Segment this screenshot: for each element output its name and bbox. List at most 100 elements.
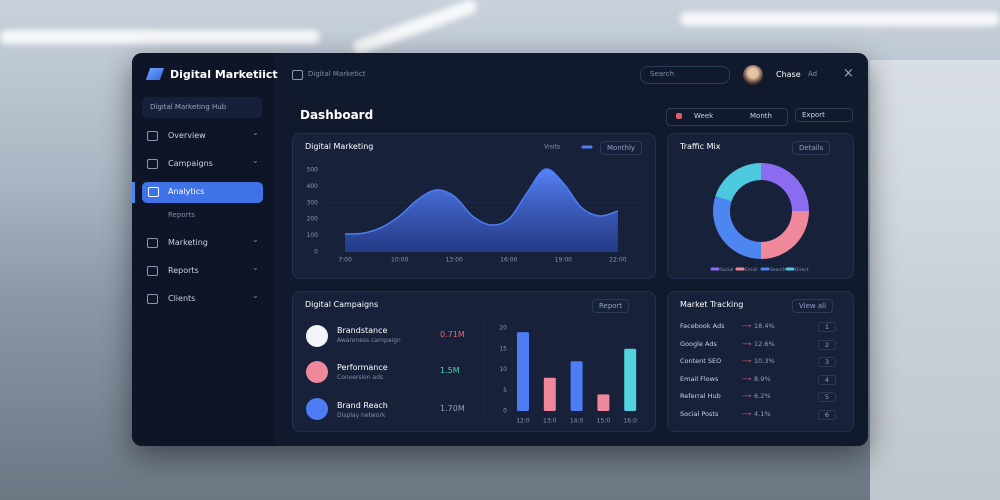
- market-rank[interactable]: 2: [818, 339, 836, 350]
- ceiling-light: [680, 12, 1000, 26]
- close-button[interactable]: ×: [843, 66, 854, 81]
- app-name: Digital Marketiict: [170, 68, 278, 81]
- campaign-detail: Display network: [337, 412, 386, 419]
- card-title: Digital Campaigns: [305, 300, 379, 309]
- x-tick-label: 16:0: [623, 418, 637, 425]
- page-title: Dashboard: [300, 108, 374, 122]
- view-all-chip[interactable]: View all: [792, 299, 834, 313]
- market-label: Content SEO: [680, 357, 722, 365]
- y-tick-label: 100: [307, 232, 319, 239]
- y-tick-label: 500: [307, 167, 319, 174]
- market-value: 6.2%: [754, 392, 771, 400]
- chevron: ⌄: [252, 128, 259, 137]
- window: [870, 60, 1000, 500]
- y-tick-label: 200: [307, 216, 319, 223]
- donut-segment: [761, 211, 809, 259]
- card: [292, 291, 656, 432]
- x-tick-label: 12:0: [516, 418, 530, 425]
- card-title: Traffic Mix: [680, 142, 721, 151]
- market-arrow: ⟶: [742, 357, 752, 365]
- campaign-value: 0.71M: [440, 330, 465, 339]
- market-label: Email Flows: [680, 374, 719, 383]
- donut-segment: [715, 163, 761, 202]
- export-button[interactable]: Export: [795, 108, 853, 122]
- x-tick-label: 15:0: [597, 418, 611, 425]
- x-tick-label: 22:00: [609, 257, 626, 264]
- nav-item[interactable]: Overview: [168, 131, 206, 140]
- nav-subitem[interactable]: Reports: [168, 211, 195, 219]
- folder-icon: [292, 70, 303, 80]
- market-rank[interactable]: 1: [818, 322, 836, 332]
- ceiling-light: [0, 30, 320, 44]
- donut-segment: [713, 196, 761, 259]
- search-placeholder: Search: [650, 70, 675, 78]
- market-rank[interactable]: 6: [818, 409, 836, 420]
- chevron: ⌄: [252, 291, 259, 300]
- bar: [624, 348, 637, 411]
- details-chip[interactable]: Details: [792, 141, 831, 155]
- period-chip[interactable]: Monthly: [600, 141, 643, 155]
- period-filter[interactable]: Month: [750, 112, 772, 120]
- campaign-detail: Awareness campaign: [337, 337, 401, 344]
- campaign-name: Brand Reach: [337, 401, 388, 410]
- nav-item[interactable]: Campaigns: [168, 159, 213, 168]
- market-label: Google Ads: [680, 339, 717, 348]
- avatar[interactable]: [743, 65, 763, 85]
- legend-label: Email: [745, 267, 758, 273]
- campaign-value: 1.5M: [440, 366, 460, 375]
- legend-label: Visits: [544, 144, 560, 151]
- campaign-icon: [306, 325, 328, 347]
- chevron: ⌄: [252, 235, 259, 244]
- user-name[interactable]: Chase: [776, 70, 801, 79]
- nav-item[interactable]: Marketing: [168, 238, 208, 247]
- market-rank[interactable]: 4: [818, 374, 836, 385]
- workspace-box[interactable]: [142, 97, 262, 118]
- market-value: 10.3%: [754, 357, 775, 365]
- range-filter[interactable]: Week: [694, 112, 714, 120]
- card: [667, 291, 854, 432]
- x-tick-label: 14:0: [570, 418, 584, 425]
- card-title: Market Tracking: [680, 300, 744, 309]
- market-value: 12.6%: [754, 339, 775, 348]
- active-item[interactable]: [142, 182, 263, 203]
- bar: [570, 361, 583, 411]
- campaign-icon: [306, 361, 328, 383]
- market-arrow: ⟶: [742, 322, 752, 330]
- market-rank[interactable]: 5: [818, 392, 836, 402]
- nav-icon: [147, 159, 158, 169]
- market-label: Facebook Ads: [680, 322, 725, 330]
- market-value: 8.9%: [754, 374, 771, 383]
- workspace: Digital Marketing Hub: [150, 103, 227, 111]
- y-tick-label: 300: [307, 199, 319, 206]
- filter-dot: [676, 113, 682, 119]
- campaign-detail: Conversion ads: [337, 374, 384, 381]
- market-arrow: ⟶: [742, 392, 752, 400]
- market-arrow: ⟶: [742, 409, 752, 418]
- x-tick-label: 16:00: [500, 257, 517, 264]
- y-tick-label: 20: [499, 325, 507, 332]
- campaign-name: Brandstance: [337, 326, 388, 335]
- report-chip[interactable]: Report: [592, 299, 630, 313]
- search-box[interactable]: [640, 66, 730, 84]
- nav-item[interactable]: Reports: [168, 266, 199, 275]
- area: [345, 168, 618, 252]
- area-line: [345, 168, 619, 235]
- user-tag: Ad: [808, 70, 818, 78]
- nav-item[interactable]: Analytics: [168, 187, 205, 196]
- legend-label: Direct: [795, 267, 809, 273]
- donut-segment: [761, 163, 809, 211]
- market-rank[interactable]: 3: [818, 357, 836, 367]
- legend-label: Social: [720, 267, 733, 273]
- market-value: 18.4%: [754, 322, 775, 330]
- x-tick-label: 7:00: [338, 257, 352, 264]
- market-arrow: ⟶: [742, 374, 752, 383]
- breadcrumb[interactable]: Digital Marketict: [308, 70, 366, 78]
- x-tick-label: 10:00: [391, 257, 408, 264]
- nav-icon: [148, 187, 159, 197]
- nav-item[interactable]: Clients: [168, 294, 196, 303]
- market-value: 4.1%: [754, 409, 771, 418]
- y-tick-label: 5: [503, 387, 507, 394]
- nav-icon: [147, 266, 158, 276]
- filter-box[interactable]: [666, 108, 788, 126]
- bar: [517, 332, 529, 411]
